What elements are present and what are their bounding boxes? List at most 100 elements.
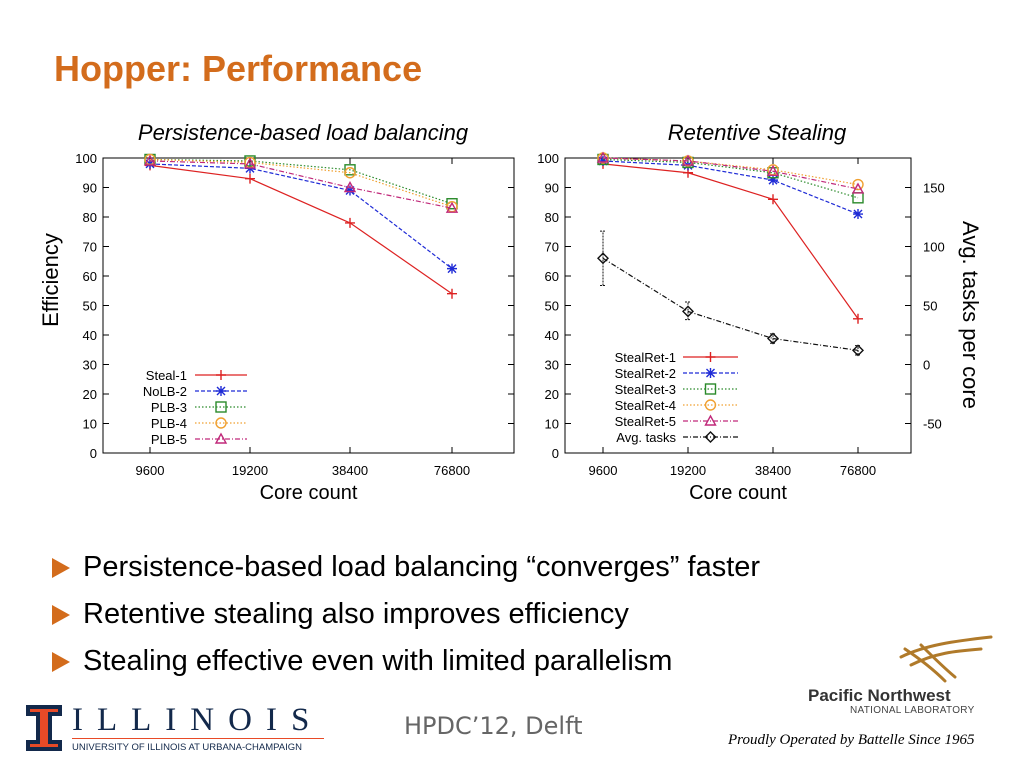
data-point (598, 155, 608, 166)
y-tick-label: 70 (83, 240, 97, 255)
bullet-item: Retentive stealing also improves efficie… (52, 591, 760, 638)
series-line (149, 158, 453, 205)
error-bar (685, 301, 691, 321)
y2-tick-label: 100 (923, 240, 945, 255)
legend-marker (704, 414, 717, 426)
y-tick-label: 30 (83, 358, 97, 373)
bullet-item: Stealing effective even with limited par… (52, 638, 760, 685)
legend-marker (704, 383, 717, 395)
illinois-subtitle: UNIVERSITY OF ILLINOIS AT URBANA-CHAMPAI… (72, 742, 302, 753)
data-point (343, 181, 357, 193)
legend-marker (215, 401, 227, 413)
data-point (852, 178, 864, 191)
y-tick-label: 10 (83, 417, 97, 432)
data-point (682, 305, 694, 318)
data-point (768, 175, 778, 186)
y-tick-label: 10 (545, 417, 559, 432)
bullet-arrow-icon (52, 604, 70, 625)
bullet-text: Retentive stealing also improves efficie… (83, 598, 629, 630)
data-point (447, 288, 457, 299)
legend-marker (705, 352, 716, 362)
legend-label: Steal-1 (146, 368, 187, 383)
chart-title: Persistence-based load balancing (138, 120, 469, 145)
charts-canvas: Persistence-based load balancing 0 10 20 30 4… (38, 120, 983, 504)
data-point (767, 332, 779, 345)
legend-marker (704, 431, 717, 443)
x-tick-label: 19200 (670, 463, 706, 478)
legend-marker (216, 386, 226, 396)
pnnl-name: Pacific Northwest (808, 686, 951, 705)
bullet-arrow-icon (52, 651, 70, 672)
y2-tick-label: -50 (923, 417, 942, 432)
y-tick-label: 60 (83, 269, 97, 284)
data-point (345, 185, 355, 196)
bullet-text: Stealing effective even with limited par… (83, 645, 673, 677)
legend-label: StealRet-3 (615, 382, 676, 397)
data-point (344, 167, 356, 179)
y-tick-label: 100 (75, 151, 97, 166)
data-point (344, 164, 356, 176)
illinois-wordmark: ILLINOIS (72, 702, 324, 738)
y-tick-label: 80 (545, 210, 559, 225)
y-tick-label: 0 (90, 446, 97, 461)
illinois-divider (72, 738, 324, 739)
series-line (602, 158, 859, 199)
legend-label: PLB-5 (151, 432, 187, 447)
legend-label: PLB-4 (151, 416, 187, 431)
y-tick-label: 20 (83, 387, 97, 402)
data-point (243, 157, 257, 169)
y-tick-label: 100 (537, 151, 559, 166)
legend-marker (705, 368, 716, 378)
data-point (851, 182, 865, 194)
y-tick-label: 90 (83, 181, 97, 196)
x-tick-label: 9600 (136, 463, 165, 478)
legend-marker (704, 399, 717, 411)
series-line (149, 164, 453, 295)
y-tick-label: 50 (545, 299, 559, 314)
y-tick-label: 50 (83, 299, 97, 314)
slide-title: Hopper: Performance (54, 48, 423, 89)
y-tick-label: 60 (545, 269, 559, 284)
y-tick-label: 80 (83, 210, 97, 225)
data-point (597, 252, 609, 265)
legend-label: StealRet-5 (615, 414, 676, 429)
pnnl-logo-icon (899, 635, 993, 683)
error-bar (600, 230, 606, 286)
data-point (853, 209, 863, 220)
y-tick-label: 30 (545, 358, 559, 373)
x-axis-label: Core count (689, 482, 787, 504)
y-tick-label: 20 (545, 387, 559, 402)
x-tick-label: 19200 (232, 463, 268, 478)
y-axis-label: Efficiency (38, 233, 63, 327)
y2-tick-label: 0 (923, 358, 930, 373)
legend-label: StealRet-1 (615, 350, 676, 365)
series-line (149, 163, 453, 270)
y2-tick-label: 150 (923, 181, 945, 196)
conference-footer: HPDC’12, Delft (404, 712, 583, 740)
x-tick-label: 38400 (332, 463, 368, 478)
series-line (149, 158, 453, 208)
series-line (602, 157, 859, 190)
y2-tick-label: 50 (923, 299, 937, 314)
series-line (602, 163, 859, 320)
legend-label: Avg. tasks (616, 430, 676, 445)
data-point (767, 167, 779, 179)
series-line (149, 160, 453, 209)
legend-label: PLB-3 (151, 400, 187, 415)
y-tick-label: 0 (552, 446, 559, 461)
series-line (602, 160, 859, 215)
bullet-text: Persistence-based load balancing “conver… (83, 551, 761, 583)
data-point (852, 344, 864, 357)
y-tick-label: 40 (83, 328, 97, 343)
data-point (446, 198, 458, 210)
x-tick-label: 76800 (434, 463, 470, 478)
y-tick-label: 40 (545, 328, 559, 343)
x-tick-label: 38400 (755, 463, 791, 478)
legend-label: StealRet-2 (615, 366, 676, 381)
y-tick-label: 90 (545, 181, 559, 196)
data-point (245, 173, 255, 184)
legend-marker (215, 417, 227, 429)
series-line (602, 157, 859, 186)
chart-title: Retentive Stealing (668, 120, 847, 145)
legend-label: NoLB-2 (143, 384, 187, 399)
